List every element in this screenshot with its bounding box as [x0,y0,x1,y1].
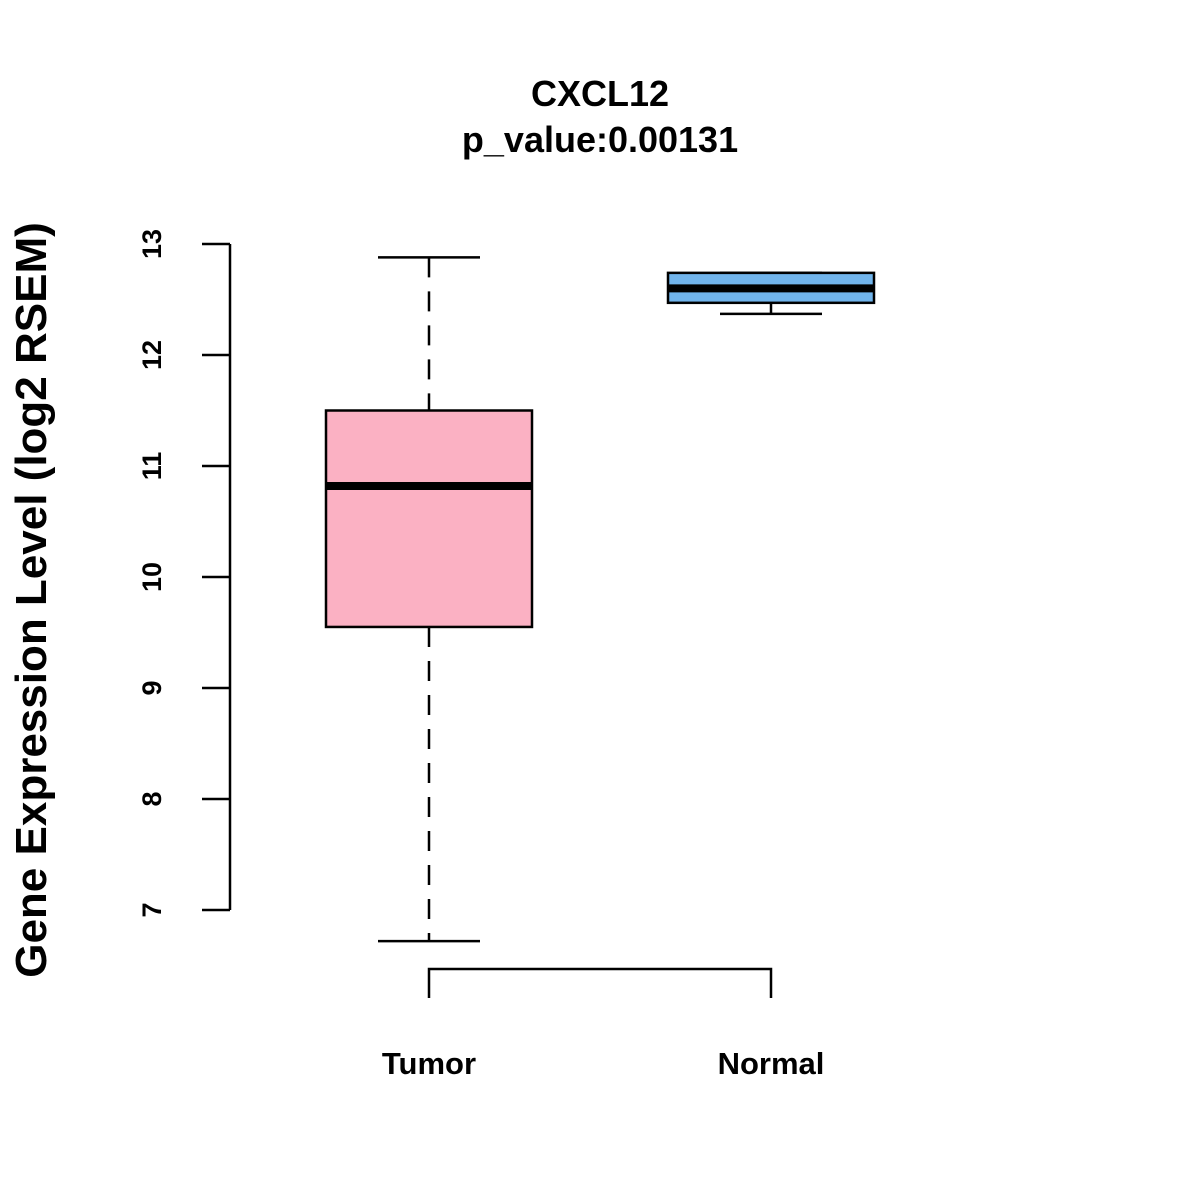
y-tick-label-10: 10 [137,562,167,592]
bracket-line [427,967,773,998]
y-tick-label-8: 8 [137,791,167,806]
y-tick-label-13: 13 [137,229,167,259]
box-group [324,256,876,943]
y-tick-label-11: 11 [137,452,167,481]
y-tick-label-9: 9 [137,680,167,695]
chart-title: CXCL12 [531,73,669,114]
category-labels: Tumor Normal [382,1046,824,1081]
chart-subtitle: p_value:0.00131 [462,119,738,160]
category-label-normal: Normal [718,1046,825,1081]
y-axis-title: Gene Expression Level (log2 RSEM) [7,222,56,978]
category-label-tumor: Tumor [382,1046,476,1081]
tumor-box [324,409,534,629]
y-axis: 7 8 9 10 11 12 13 [137,229,232,918]
y-tick-label-7: 7 [137,902,167,917]
comparison-bracket [427,967,773,998]
y-tick-label-12: 12 [137,340,167,370]
